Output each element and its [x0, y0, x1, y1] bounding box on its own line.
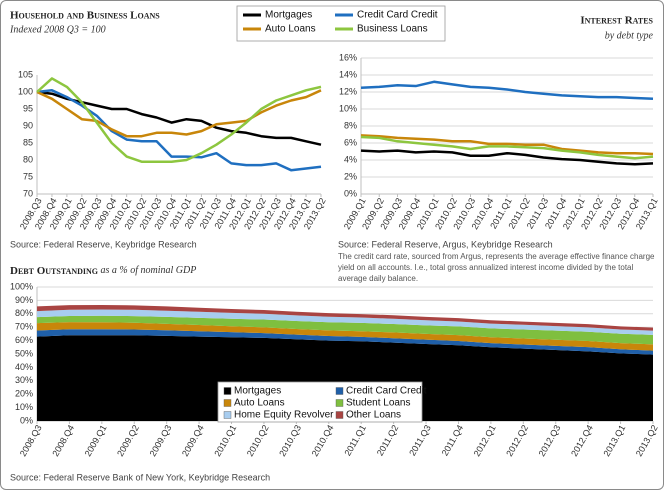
series-line [36, 89, 322, 138]
x-tick-label: 2008.Q4 [50, 423, 76, 458]
legend-label: Auto Loans [265, 24, 316, 35]
y-tick-label: 10% [339, 103, 357, 113]
legend-box [217, 381, 423, 423]
x-tick-label: 2010.Q3 [277, 423, 303, 458]
x-tick-label: 2011.Q4 [440, 423, 466, 457]
y-tick-label: 8% [344, 120, 357, 130]
x-tick-label: 2012.Q2 [504, 423, 530, 458]
x-tick-label: 2009.Q1 [83, 423, 109, 458]
series-area [37, 304, 653, 331]
source: Source: Federal Reserve, Argus, Keybridg… [338, 239, 553, 249]
y-tick-label: 6% [344, 137, 357, 147]
legend-box [236, 5, 446, 42]
legend-label: Auto Loans [234, 398, 285, 409]
y-tick-label: 90 [23, 120, 33, 130]
series-area [37, 329, 653, 355]
plot: 0%2%4%6%8%10%12%14%16%2009.Q12009.Q22009… [339, 52, 660, 231]
legend-label: Credit Card Credit [346, 386, 427, 397]
chart-heading: Debt Outstanding as a % of nominal GDP [10, 265, 196, 277]
x-tick-label: 2010.Q2 [245, 423, 271, 458]
source: Source: Federal Reserve Bank of New York… [10, 472, 270, 482]
series-area [37, 335, 653, 421]
series-line [360, 134, 654, 156]
series-area [37, 315, 653, 345]
legend-swatch [223, 387, 232, 395]
chart-title: Household and Business Loans [10, 10, 160, 22]
x-tick-label: 2011.Q1 [342, 423, 368, 457]
y-tick-label: 90% [15, 295, 33, 305]
series-line [36, 77, 322, 163]
series-line [360, 149, 654, 166]
y-tick-label: 10% [15, 402, 33, 412]
x-tick-label: 2013.Q2 [634, 423, 660, 458]
chart-subtitle: by debt type [605, 30, 654, 41]
y-tick-label: 80% [15, 308, 33, 318]
chart-subtitle: Indexed 2008 Q3 = 100 [9, 24, 106, 35]
y-tick-label: 85 [23, 137, 33, 147]
x-tick-label: 2012.Q3 [537, 423, 563, 458]
y-tick-label: 40% [15, 362, 33, 372]
y-tick-label: 4% [344, 154, 357, 164]
y-tick-label: 100 [18, 86, 33, 96]
y-tick-label: 75 [23, 171, 33, 181]
series-line [360, 135, 654, 160]
y-tick-label: 95 [23, 103, 33, 113]
y-tick-label: 80 [23, 154, 33, 164]
x-tick-label: 2008.Q3 [18, 423, 44, 458]
series-area [37, 309, 653, 335]
legend-label: Mortgages [234, 386, 281, 397]
x-tick-label: 2010.Q4 [310, 423, 336, 458]
x-tick-label: 2012.Q1 [472, 423, 498, 458]
x-tick-label: 2011.Q2 [375, 423, 401, 457]
x-tick-label: 2009.Q2 [115, 423, 141, 458]
legend-swatch [335, 387, 344, 395]
chart-title: Interest Rates [580, 15, 653, 27]
y-tick-label: 12% [339, 86, 357, 96]
y-tick-label: 70 [23, 188, 33, 198]
legend-swatch [223, 411, 232, 419]
series-line [360, 80, 654, 101]
legend-label: Business Loans [357, 24, 428, 35]
y-tick-label: 2% [344, 171, 357, 181]
y-tick-label: 60% [15, 335, 33, 345]
y-tick-label: 50% [15, 348, 33, 358]
y-tick-label: 70% [15, 322, 33, 332]
x-tick-label: 2009.Q3 [148, 423, 174, 458]
y-tick-label: 0% [344, 188, 357, 198]
y-tick-label: 100% [10, 281, 33, 291]
legend-swatch [335, 411, 344, 419]
legend-label: Credit Card Credit [357, 10, 438, 21]
x-tick-label: 2011.Q3 [407, 423, 433, 457]
series-area [37, 322, 653, 351]
chart-subtitle: as a % of nominal GDP [101, 265, 197, 276]
legend-label: Student Loans [346, 398, 411, 409]
legend-label: Mortgages [265, 10, 312, 21]
y-tick-label: 30% [15, 375, 33, 385]
legend-swatch [223, 399, 232, 407]
note: The credit card rate, sourced from Argus… [338, 252, 655, 283]
plot: 0% 10% 20% 30% 40% 50% 60% 70% 80% 90% 100% 2008.Q3… [10, 281, 660, 458]
legend-swatch [335, 399, 344, 407]
x-tick-label: 2010.Q1 [212, 423, 238, 458]
x-tick-label: 2013.Q1 [601, 423, 627, 458]
legend-label: Home Equity Revolver [234, 410, 334, 421]
x-tick-label: 2009.Q4 [180, 423, 206, 458]
y-tick-label: 20% [15, 389, 33, 399]
source: Source: Federal Reserve, Keybridge Resea… [10, 239, 197, 249]
plot: 7075808590951001052008.Q32008.Q42009.Q12… [18, 5, 446, 231]
x-tick-label: 2012.Q4 [569, 423, 595, 458]
y-tick-label: 0% [20, 415, 33, 425]
series-line [36, 90, 322, 146]
chart-title: Debt Outstanding [10, 265, 98, 277]
legend-label: Other Loans [346, 410, 401, 421]
y-tick-label: 105 [18, 69, 33, 79]
y-tick-label: 14% [339, 69, 357, 79]
y-tick-label: 16% [339, 52, 357, 62]
